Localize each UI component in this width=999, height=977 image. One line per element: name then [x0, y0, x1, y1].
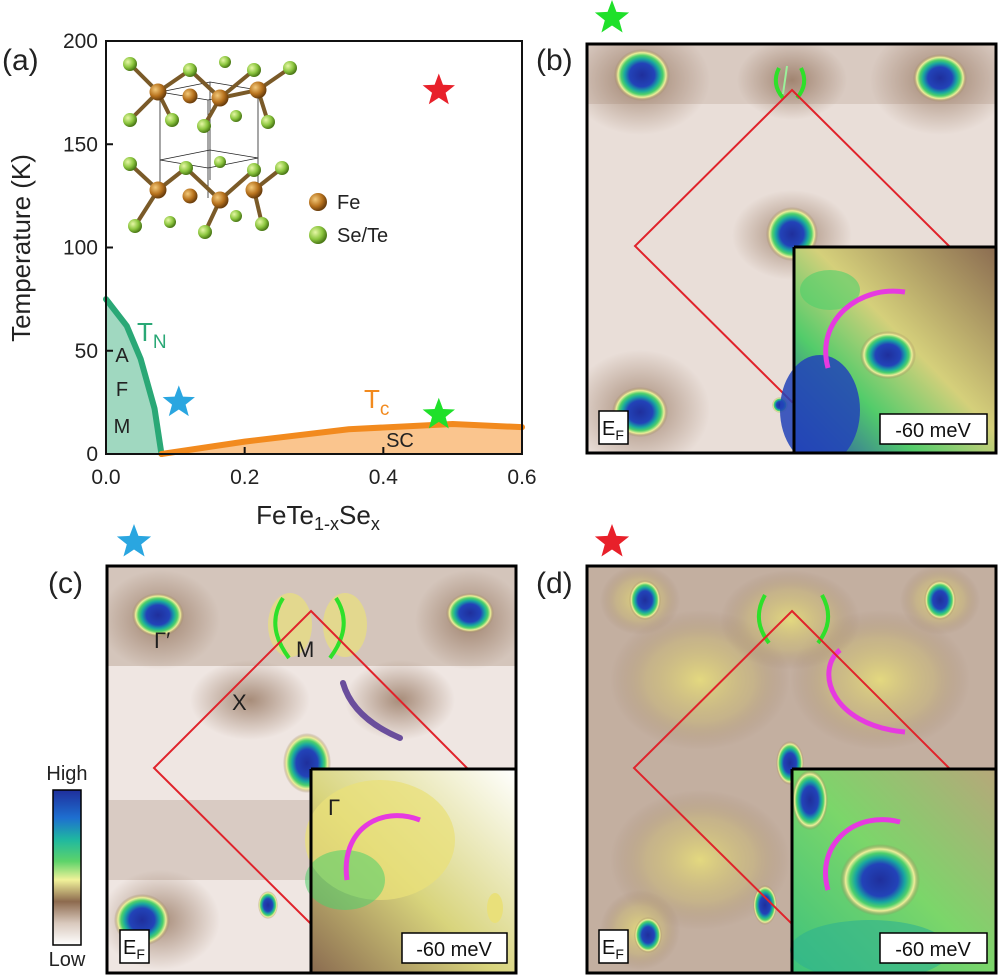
- gamma-prime-label: Γ′: [154, 628, 170, 653]
- red-star-icon: [594, 524, 630, 557]
- afm-letter: F: [116, 379, 128, 401]
- tc-curve: [158, 421, 525, 457]
- y-tick-label: 150: [63, 133, 98, 156]
- x-tick-label: 0.2: [230, 466, 259, 489]
- ef-badge-d: [598, 929, 629, 964]
- ef-label-c: EF: [123, 937, 145, 962]
- afm-letter: A: [115, 345, 129, 367]
- legend-fe-label: Fe: [337, 192, 360, 214]
- colorbar-gradient: [52, 789, 82, 946]
- y-axis-label: Temperature (K): [6, 154, 36, 342]
- green-star-icon: [594, 0, 630, 33]
- energy-label-c: -60 meV: [416, 939, 492, 961]
- panel-b: (b): [536, 0, 998, 455]
- panel-c: (c): [48, 524, 518, 975]
- y-tick-label: 50: [75, 340, 98, 363]
- colorbar: High Low: [46, 763, 87, 971]
- energy-label-d: -60 meV: [895, 939, 971, 961]
- energy-label-b: -60 meV: [895, 420, 971, 442]
- panel-d: (d): [536, 524, 998, 975]
- legend-se-label: Se/Te: [337, 225, 388, 247]
- map-c-frame: [105, 564, 518, 975]
- x-tick-label: 0.6: [507, 466, 536, 489]
- panel-b-label: (b): [536, 44, 573, 77]
- ef-label-d: EF: [602, 937, 624, 962]
- arpes-map-b: [587, 44, 996, 453]
- panel-a-label: (a): [2, 44, 39, 77]
- panel-a: (a) 0.0 0.2 0.4 0.6 0 50 100 150 200 Tem…: [2, 30, 537, 534]
- ef-label-b: EF: [602, 418, 624, 443]
- panel-c-label: (c): [48, 567, 83, 600]
- ef-badge-b: [598, 410, 629, 445]
- green-star-marker: [422, 397, 455, 429]
- colorbar-high-label: High: [46, 763, 87, 785]
- y-tick-label: 200: [63, 30, 98, 53]
- colorbar-low-label: Low: [49, 949, 86, 971]
- x-tick-label: 0.4: [369, 466, 399, 489]
- red-star-marker: [422, 73, 455, 105]
- afm-region-fill: [106, 299, 162, 454]
- energy-badge-b: [879, 413, 988, 445]
- plot-frame: [105, 40, 523, 455]
- tn-curve: [103, 296, 165, 457]
- gamma-point-label: Γ: [328, 795, 340, 820]
- sc-region-fill: [161, 424, 522, 454]
- energy-badge-c: [401, 932, 508, 964]
- axis-ticks: [105, 40, 523, 455]
- blue-star-icon: [116, 524, 152, 557]
- tc-label: Tc: [364, 384, 389, 420]
- energy-badge-d: [879, 932, 988, 964]
- x-tick-label: 0.0: [91, 466, 120, 489]
- x-point-label: X: [232, 690, 247, 715]
- tn-label: TN: [137, 317, 167, 353]
- legend-se-swatch: [309, 226, 327, 244]
- crystal-structure-illustration: [123, 56, 297, 239]
- panel-d-label: (d): [536, 567, 573, 600]
- y-tick-label: 100: [63, 237, 98, 260]
- sc-label: SC: [386, 430, 414, 452]
- map-d-frame: [585, 564, 998, 975]
- m-point-label: M: [296, 637, 314, 662]
- x-axis-label: FeTe1-xSex: [256, 500, 380, 534]
- legend-fe-swatch: [309, 193, 327, 211]
- map-b-frame: [585, 42, 998, 455]
- y-tick-label: 0: [86, 443, 98, 466]
- blue-star-marker: [162, 385, 195, 417]
- afm-letter: M: [114, 416, 131, 438]
- ef-badge-c: [119, 929, 150, 964]
